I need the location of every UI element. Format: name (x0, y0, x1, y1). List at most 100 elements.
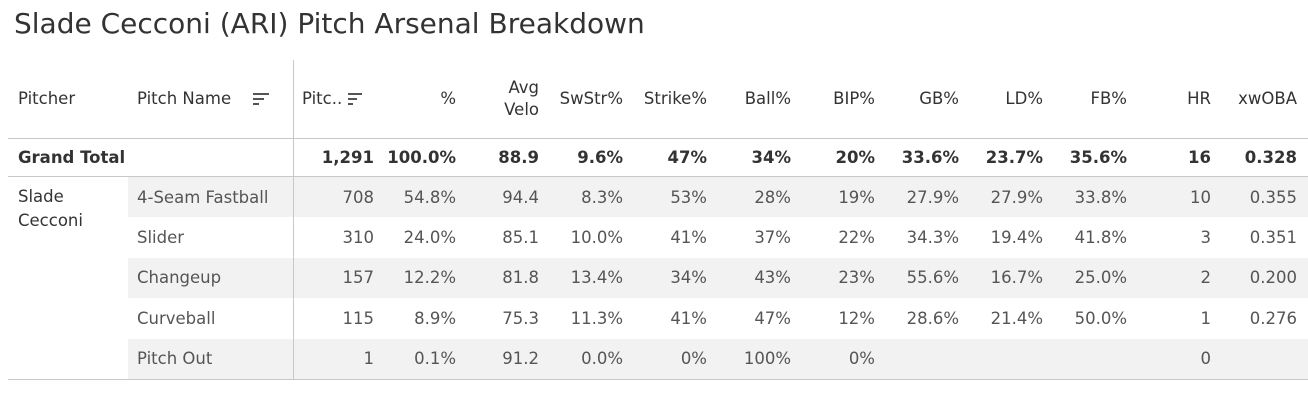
column-header-label: HR (1187, 89, 1211, 108)
column-header-ball[interactable]: Ball% (711, 60, 791, 138)
table-cell-swstr: 10.0% (570, 228, 623, 248)
table-cell-hr: 0 (1200, 349, 1212, 369)
column-header-bip[interactable]: BIP% (795, 60, 875, 138)
table-cell-swstr: 11.3% (570, 308, 623, 328)
column-header-fb[interactable]: FB% (1047, 60, 1128, 138)
table-row: Curveball 115 8.9% 75.3 11.3% 41% 47% 12% 28.6% 2… (128, 298, 1308, 338)
table-cell-xwoba: 0.276 (1249, 308, 1297, 328)
table-row: Changeup 157 12.2% 81.8 13.4% 34% 43% 23% 55.6% 1… (128, 257, 1308, 299)
column-header-xwoba[interactable]: xwOBA (1215, 60, 1297, 138)
table-cell-pitc: 115 (342, 308, 375, 328)
table-cell-pitc: 708 (342, 187, 375, 207)
table-cell-gb: 55.6% (906, 268, 959, 288)
table-cell-avg-velo: 81.8 (502, 268, 539, 288)
column-header-label: Pitcher (18, 89, 76, 108)
table-cell-fb: 50.0% (1074, 308, 1127, 328)
sort-descending-icon[interactable] (348, 92, 363, 106)
table-header: Pitcher Pitch Name Pitc..% Avg Velo SwStr% Str… (8, 60, 1308, 139)
table-cell-strike: 34% (670, 268, 707, 288)
table-cell-ball: 43% (754, 268, 791, 288)
grand-total-label: Grand Total (18, 148, 126, 167)
table-cell-gb: 27.9% (906, 187, 959, 207)
chart-title: Slade Cecconi (ARI) Pitch Arsenal Breakd… (14, 7, 645, 40)
table-cell-ld: 21.4% (990, 308, 1043, 328)
table-cell-gb: 28.6% (906, 308, 959, 328)
column-header-label: LD% (1005, 89, 1043, 108)
table-cell-ld (963, 339, 1043, 379)
table-cell-hr: 10 (1190, 187, 1211, 207)
pitcher-name-cell: Slade Cecconi (18, 187, 83, 230)
column-header-label: % (440, 89, 456, 108)
table-cell-ball: 47% (754, 308, 791, 328)
table-cell-avg-velo: 94.4 (502, 187, 539, 207)
table-cell-ld: 19.4% (990, 228, 1043, 248)
table-cell-swstr: 0.0% (581, 349, 623, 369)
table-cell-fb (1047, 339, 1127, 379)
column-header-pitcher[interactable]: Pitcher (18, 60, 128, 138)
table-cell-xwoba (1215, 339, 1297, 379)
table-cell-swstr: 8.3% (581, 187, 623, 207)
total-cell-: 100.0% (387, 148, 456, 167)
table-cell-avg-velo: 85.1 (502, 228, 539, 248)
table-cell-gb (879, 339, 959, 379)
column-header-strike[interactable]: Strike% (627, 60, 707, 138)
sort-descending-icon[interactable] (253, 92, 270, 106)
table-cell-ld: 27.9% (990, 187, 1043, 207)
table-cell-: 24.0% (403, 228, 456, 248)
table-cell-: 0.1% (414, 349, 456, 369)
column-header-swstr[interactable]: SwStr% (543, 60, 623, 138)
column-header-label: GB% (919, 89, 959, 108)
column-header-pitch-name[interactable]: Pitch Name (137, 60, 287, 138)
column-divider (293, 60, 294, 379)
column-header-label: Strike% (643, 89, 707, 108)
table-cell-hr: 1 (1200, 308, 1212, 328)
column-header-hr[interactable]: HR (1131, 60, 1211, 138)
total-cell-hr: 16 (1188, 148, 1211, 167)
table-cell-ball: 100% (743, 349, 791, 369)
table-cell-: 54.8% (403, 187, 456, 207)
total-cell-ld: 23.7% (985, 148, 1043, 167)
column-header-label: BIP% (833, 89, 875, 108)
total-cell-pitc: 1,291 (321, 148, 374, 167)
total-cell-fb: 35.6% (1069, 148, 1127, 167)
total-cell-swstr: 9.6% (577, 148, 623, 167)
column-header-pitc[interactable]: Pitc.. (302, 60, 374, 138)
table-cell-swstr: 13.4% (570, 268, 623, 288)
column-header-avg-velo[interactable]: Avg Velo (460, 60, 539, 138)
table-cell-pitc: 310 (342, 228, 375, 248)
table-cell-avg-velo: 75.3 (502, 308, 539, 328)
pitch-name-cell: Pitch Out (137, 349, 213, 369)
table-cell-strike: 41% (670, 308, 707, 328)
table-row: Slider 310 24.0% 85.1 10.0% 41% 37% 22% 34.3% 19.… (128, 217, 1308, 257)
table-body: Slade Cecconi 4-Seam Fastball 708 54.8% 94.… (8, 177, 1308, 380)
total-cell-bip: 20% (835, 148, 876, 167)
total-cell-gb: 33.6% (901, 148, 959, 167)
total-cell-ball: 34% (751, 148, 792, 167)
column-header-ld[interactable]: LD% (963, 60, 1043, 138)
table-cell-xwoba: 0.351 (1249, 228, 1297, 248)
column-header-label: Ball% (744, 89, 791, 108)
total-cell-strike: 47% (667, 148, 708, 167)
pitch-name-cell: Changeup (137, 268, 222, 288)
table-cell-ball: 37% (754, 228, 791, 248)
table-cell-xwoba: 0.355 (1249, 187, 1297, 207)
table-cell-hr: 3 (1200, 228, 1212, 248)
pitch-name-cell: Curveball (137, 308, 216, 328)
table-cell-bip: 23% (838, 268, 875, 288)
grand-total-row: Grand Total 1,291 100.0% 88.9 9.6% 47% 34% 20% 3… (8, 139, 1308, 177)
table-cell-: 8.9% (414, 308, 456, 328)
pitch-name-cell: 4-Seam Fastball (137, 187, 269, 207)
column-header-gb[interactable]: GB% (879, 60, 959, 138)
table-cell-strike: 53% (670, 187, 707, 207)
table-cell-fb: 25.0% (1074, 268, 1127, 288)
table-cell-bip: 19% (838, 187, 875, 207)
table-cell-bip: 22% (838, 228, 875, 248)
column-header-label: SwStr% (559, 89, 623, 108)
column-header-label: Avg Velo (504, 78, 539, 119)
column-header-[interactable]: % (378, 60, 456, 138)
column-header-label: FB% (1090, 89, 1128, 108)
table-row: 4-Seam Fastball 708 54.8% 94.4 8.3% 53% 28% 19%… (128, 177, 1308, 218)
table-cell-ball: 28% (754, 187, 791, 207)
table-cell-fb: 33.8% (1074, 187, 1127, 207)
